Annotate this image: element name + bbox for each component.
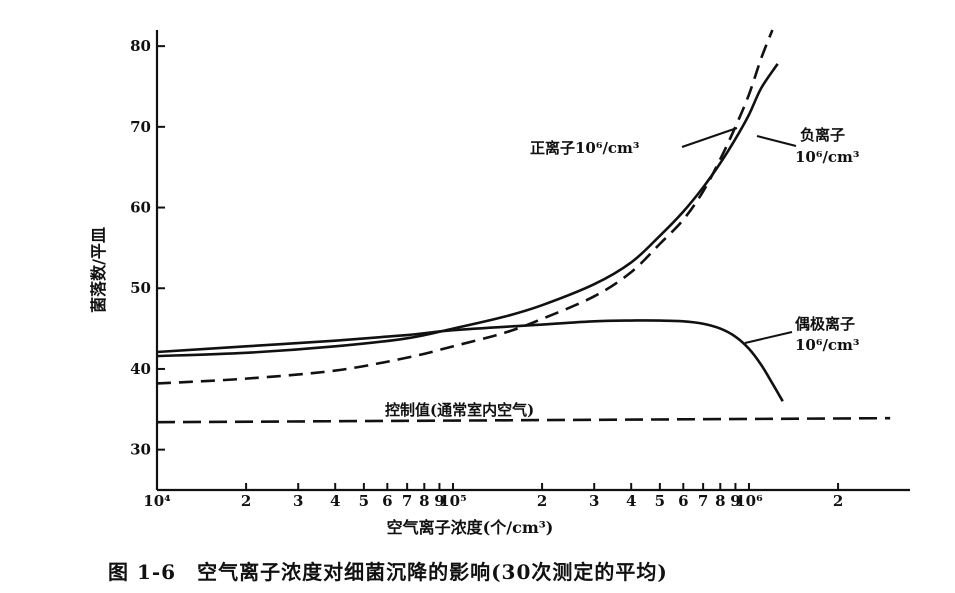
x-tick-label: 6 (382, 492, 392, 510)
y-tick-label: 50 (130, 279, 151, 297)
control-line (156, 416, 891, 424)
negative-ion-curve (156, 63, 779, 358)
x-tick-label: 8 (419, 492, 429, 510)
x-tick-label: 9 (434, 492, 444, 510)
dipole-ion-curve (156, 319, 784, 402)
x-tick-label: 9 (730, 492, 740, 510)
y-tick-label: 60 (130, 199, 151, 217)
x-tick-label: 4 (626, 492, 636, 510)
x-tick-label: 2 (833, 492, 843, 510)
x-tick-label: 8 (715, 492, 725, 510)
y-tick-label: 70 (130, 118, 151, 136)
x-tick-label: 7 (402, 492, 412, 510)
annotation-leader-line (756, 135, 797, 147)
x-tick-label: 2 (537, 492, 547, 510)
figure-caption: 图 1-6 空气离子浓度对细菌沉降的影响(30次测定的平均) (108, 560, 668, 584)
x-tick-label: 10⁵ (439, 492, 466, 510)
annotation-label: 偶极离子 (795, 315, 855, 333)
x-tick-label: 4 (330, 492, 340, 510)
x-tick-label: 10⁴ (143, 492, 171, 510)
annotation-label: 10⁶/cm³ (795, 148, 860, 166)
y-tick-label: 30 (130, 441, 151, 459)
x-tick-label: 3 (589, 492, 599, 510)
x-tick-label: 5 (359, 492, 369, 510)
x-tick-label: 5 (655, 492, 665, 510)
y-tick-label: 80 (130, 37, 151, 55)
annotation-leader-line (744, 331, 793, 344)
x-tick-label: 7 (698, 492, 708, 510)
y-tick-label: 40 (130, 360, 151, 378)
annotation-leader-line (681, 127, 738, 148)
positive-ion-curve (156, 29, 774, 385)
x-tick-label: 3 (293, 492, 303, 510)
x-axis-label: 空气离子浓度(个/cm³) (387, 518, 554, 537)
x-tick-label: 2 (241, 492, 251, 510)
annotation-label: 正离子10⁶/cm³ (530, 139, 640, 157)
annotation-label: 控制值(通常室内空气) (385, 401, 534, 419)
annotation-label: 10⁶/cm³ (795, 336, 860, 354)
x-tick-label: 10⁶ (735, 492, 763, 510)
x-tick-label: 6 (678, 492, 688, 510)
annotation-label: 负离子 (800, 126, 845, 144)
y-axis-label: 菌落数/平皿 (89, 227, 108, 313)
